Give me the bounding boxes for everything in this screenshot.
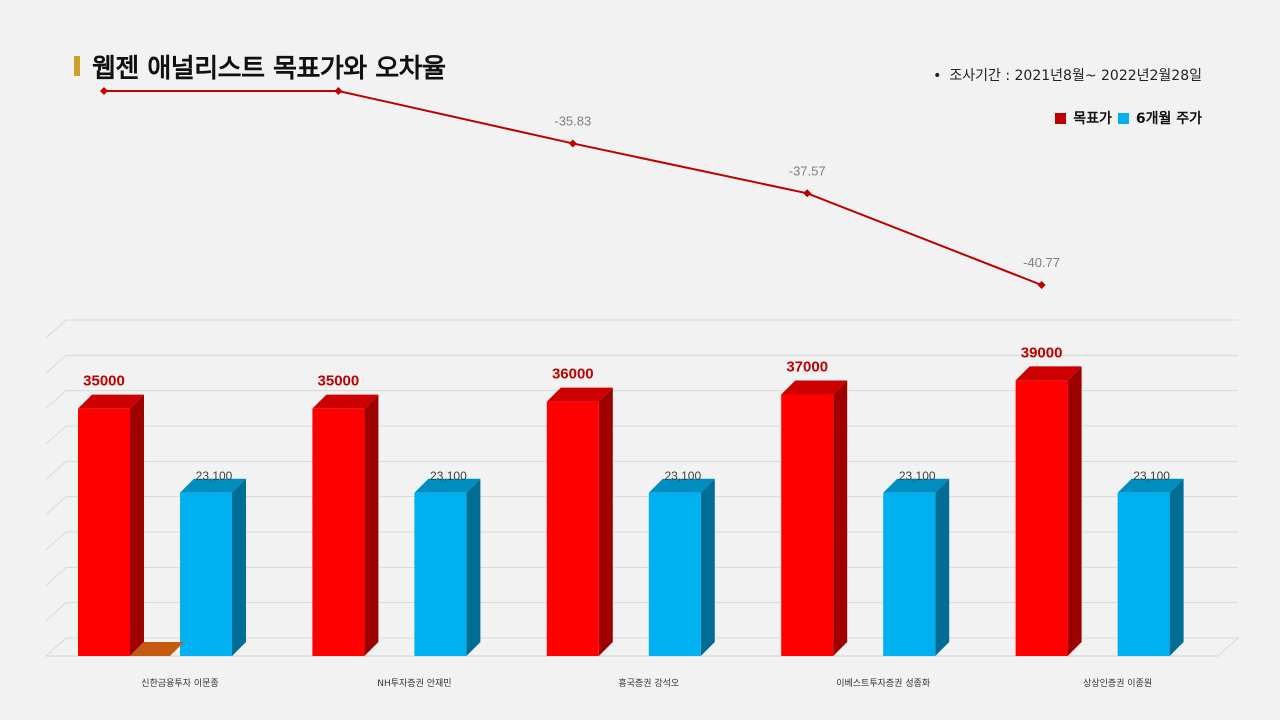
target-price-bar-top xyxy=(781,380,848,395)
side-gridline xyxy=(45,566,67,586)
target-price-bar-side xyxy=(130,394,144,656)
stock-price-bar-side xyxy=(700,478,715,656)
target-price-bar-top xyxy=(1015,366,1082,381)
period-bullet: • xyxy=(933,68,942,84)
stock-price-bar xyxy=(1117,492,1170,656)
category-label: 상상인증권 이종원 xyxy=(1083,677,1152,689)
stock-price-bar-top xyxy=(648,478,715,493)
error-rate-marker xyxy=(568,139,577,148)
error-rate-label: -37.57 xyxy=(789,163,826,178)
target-price-bar xyxy=(312,408,365,656)
error-rate-marker xyxy=(334,87,343,95)
target-price-bar-side xyxy=(1067,366,1082,656)
stock-price-bar xyxy=(648,492,701,656)
stock-price-bar xyxy=(180,492,232,656)
side-gridline xyxy=(45,425,67,445)
side-gridline xyxy=(45,496,67,516)
target-price-label: 35000 xyxy=(318,373,360,390)
stock-price-bar-top xyxy=(180,478,246,493)
stock-price-label: 23,100 xyxy=(430,469,467,483)
floor-side xyxy=(1217,637,1239,657)
stock-price-bar-side xyxy=(1169,478,1184,656)
stock-price-label: 23,100 xyxy=(1133,469,1170,483)
side-gridline xyxy=(45,602,67,622)
stock-price-bar-side xyxy=(232,478,246,656)
target-price-label: 35000 xyxy=(83,373,125,390)
error-rate-label: -40.77 xyxy=(1023,255,1060,270)
category-label: NH투자증권 안재민 xyxy=(377,677,451,689)
stock-price-bar-top xyxy=(883,478,950,493)
stock-price-label: 23,100 xyxy=(899,469,936,483)
chart-legend: 목표가 6개월 주가 xyxy=(1055,108,1202,128)
target-price-bar-top xyxy=(546,387,613,402)
target-price-bar xyxy=(781,394,834,656)
error-rate-marker xyxy=(100,87,108,95)
side-gridline xyxy=(45,354,67,374)
target-price-bar-top xyxy=(78,394,144,409)
stock-price-bar xyxy=(883,492,936,656)
target-price-bar xyxy=(1015,380,1068,656)
error-rate-marker xyxy=(803,189,812,198)
legend-label-price: 6개월 주가 xyxy=(1135,111,1202,127)
side-gridline xyxy=(45,460,67,480)
page-title: 웹젠 애널리스트 목표가와 오차율 xyxy=(92,54,446,84)
stock-price-bar-side xyxy=(935,478,950,656)
error-rate-marker xyxy=(1037,281,1046,289)
stock-price-bar-top xyxy=(414,478,481,493)
target-price-bar xyxy=(78,408,130,656)
target-price-label: 36000 xyxy=(552,366,594,383)
side-gridline xyxy=(45,390,67,410)
target-price-bar-side xyxy=(833,380,848,656)
legend-swatch-target xyxy=(1055,112,1067,124)
period-text: 조사기간 : 2021년8월~ 2022년2월28일 xyxy=(949,68,1202,84)
stock-price-label: 23,100 xyxy=(664,469,701,483)
category-label: 신한금융투자 이문종 xyxy=(141,678,218,689)
target-price-bar-side xyxy=(598,387,613,656)
stock-price-label: 23,100 xyxy=(196,469,233,483)
stock-price-bar-top xyxy=(1117,478,1184,493)
legend-item-target: 목표가 xyxy=(1055,108,1112,128)
side-gridline xyxy=(45,531,67,551)
category-label: 흥국증권 강석오 xyxy=(618,677,679,689)
side-gridline xyxy=(45,637,67,657)
legend-swatch-price xyxy=(1117,112,1129,124)
target-price-label: 39000 xyxy=(1021,344,1063,361)
survey-period: • 조사기간 : 2021년8월~ 2022년2월28일 xyxy=(933,65,1202,85)
target-price-bar-side xyxy=(364,394,379,656)
side-gridline xyxy=(45,319,67,339)
title-accent-bar xyxy=(74,56,80,76)
stock-price-bar-side xyxy=(466,478,481,656)
target-price-bar xyxy=(546,401,599,656)
legend-label-target: 목표가 xyxy=(1073,111,1112,127)
category-label: 이베스트투자증권 성종화 xyxy=(836,677,930,689)
legend-item-price: 6개월 주가 xyxy=(1117,108,1202,128)
target-price-label: 37000 xyxy=(786,359,828,376)
floor-highlight xyxy=(130,642,184,656)
stock-price-bar xyxy=(414,492,467,656)
target-price-bar-top xyxy=(312,394,379,409)
error-rate-label: -35.83 xyxy=(554,113,591,128)
